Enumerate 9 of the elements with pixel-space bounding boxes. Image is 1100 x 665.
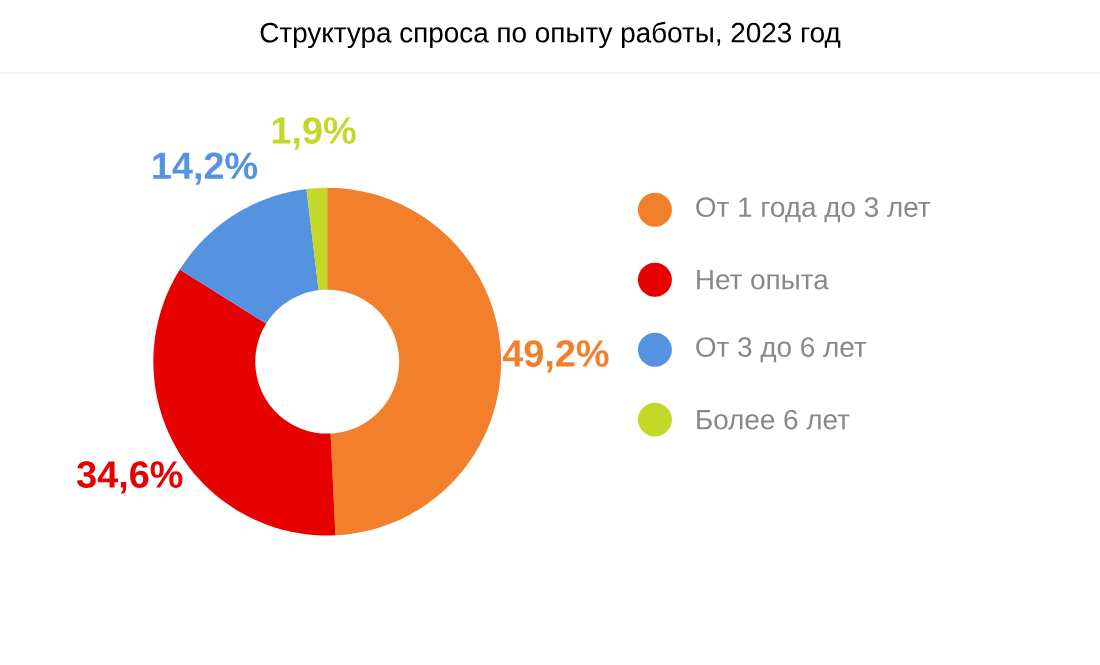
chart-title: Структура спроса по опыту работы, 2023 год: [260, 21, 841, 48]
data-label: 14,2%: [153, 152, 258, 185]
legend-label: От 3 до 6 лет: [696, 336, 867, 363]
legend-label: Нет опыта: [697, 269, 829, 290]
data-label: 34,6%: [77, 461, 183, 494]
data-label: 1,9%: [272, 116, 356, 150]
legend-label: От 1 года до 3 лет: [696, 197, 931, 223]
data-label: 49,2%: [502, 339, 609, 373]
legend-label: Более 6 лет: [697, 409, 850, 430]
